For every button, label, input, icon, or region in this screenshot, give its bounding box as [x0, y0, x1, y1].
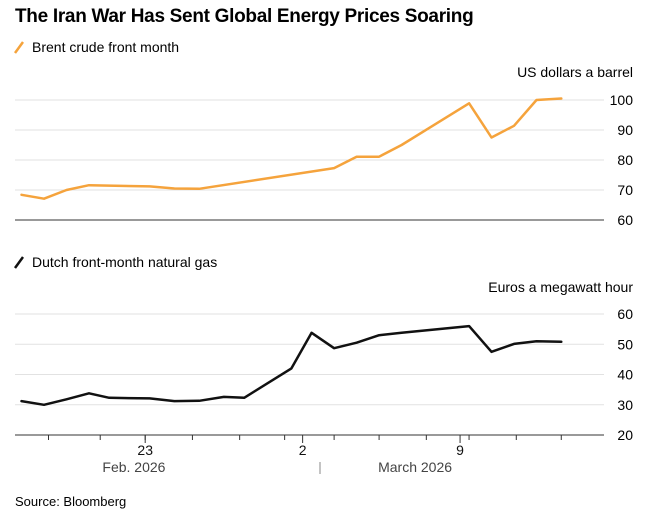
source-note: Source: Bloomberg	[15, 494, 127, 509]
gas-legend-swatch	[13, 256, 25, 269]
x-tick-label-23: 23	[137, 442, 153, 458]
brent-y-tick-100: 100	[610, 92, 634, 108]
month-labels: Feb. 2026 March 2026	[102, 459, 452, 475]
brent-unit-label: US dollars a barrel	[517, 64, 633, 80]
x-minor-ticks	[47, 435, 562, 443]
brent-panel: Brent crude front month US dollars a bar…	[13, 39, 634, 228]
gas-panel: Dutch front-month natural gas Euros a me…	[13, 254, 633, 443]
gas-y-ticks: 20 30 40 50 60	[617, 306, 633, 443]
gas-y-tick-60: 60	[617, 306, 633, 322]
gas-gridlines	[15, 313, 604, 436]
brent-series-line	[20, 97, 563, 200]
brent-y-tick-70: 70	[617, 182, 633, 198]
x-tick-labels: 23 2 9	[137, 442, 464, 458]
brent-y-ticks: 60 70 80 90 100	[610, 92, 634, 228]
gas-unit-label: Euros a megawatt hour	[488, 279, 633, 295]
chart-title: The Iran War Has Sent Global Energy Pric…	[15, 6, 474, 27]
gas-y-tick-20: 20	[617, 427, 633, 443]
brent-y-tick-60: 60	[617, 212, 633, 228]
x-tick-label-9: 9	[456, 442, 464, 458]
gas-series-line	[20, 324, 563, 407]
brent-gridlines	[15, 99, 604, 221]
gas-y-tick-50: 50	[617, 336, 633, 352]
gas-legend-label: Dutch front-month natural gas	[32, 254, 217, 270]
brent-legend-label: Brent crude front month	[32, 39, 179, 55]
x-tick-label-2: 2	[299, 442, 307, 458]
gas-y-tick-40: 40	[617, 367, 633, 383]
x-axis: 23 2 9 Feb. 2026 March 2026	[47, 435, 562, 475]
brent-legend-swatch	[13, 41, 25, 54]
gas-y-tick-30: 30	[617, 397, 633, 413]
month-label-0: Feb. 2026	[102, 459, 165, 475]
brent-y-tick-90: 90	[617, 122, 633, 138]
month-label-1: March 2026	[378, 459, 452, 475]
brent-y-tick-80: 80	[617, 152, 633, 168]
